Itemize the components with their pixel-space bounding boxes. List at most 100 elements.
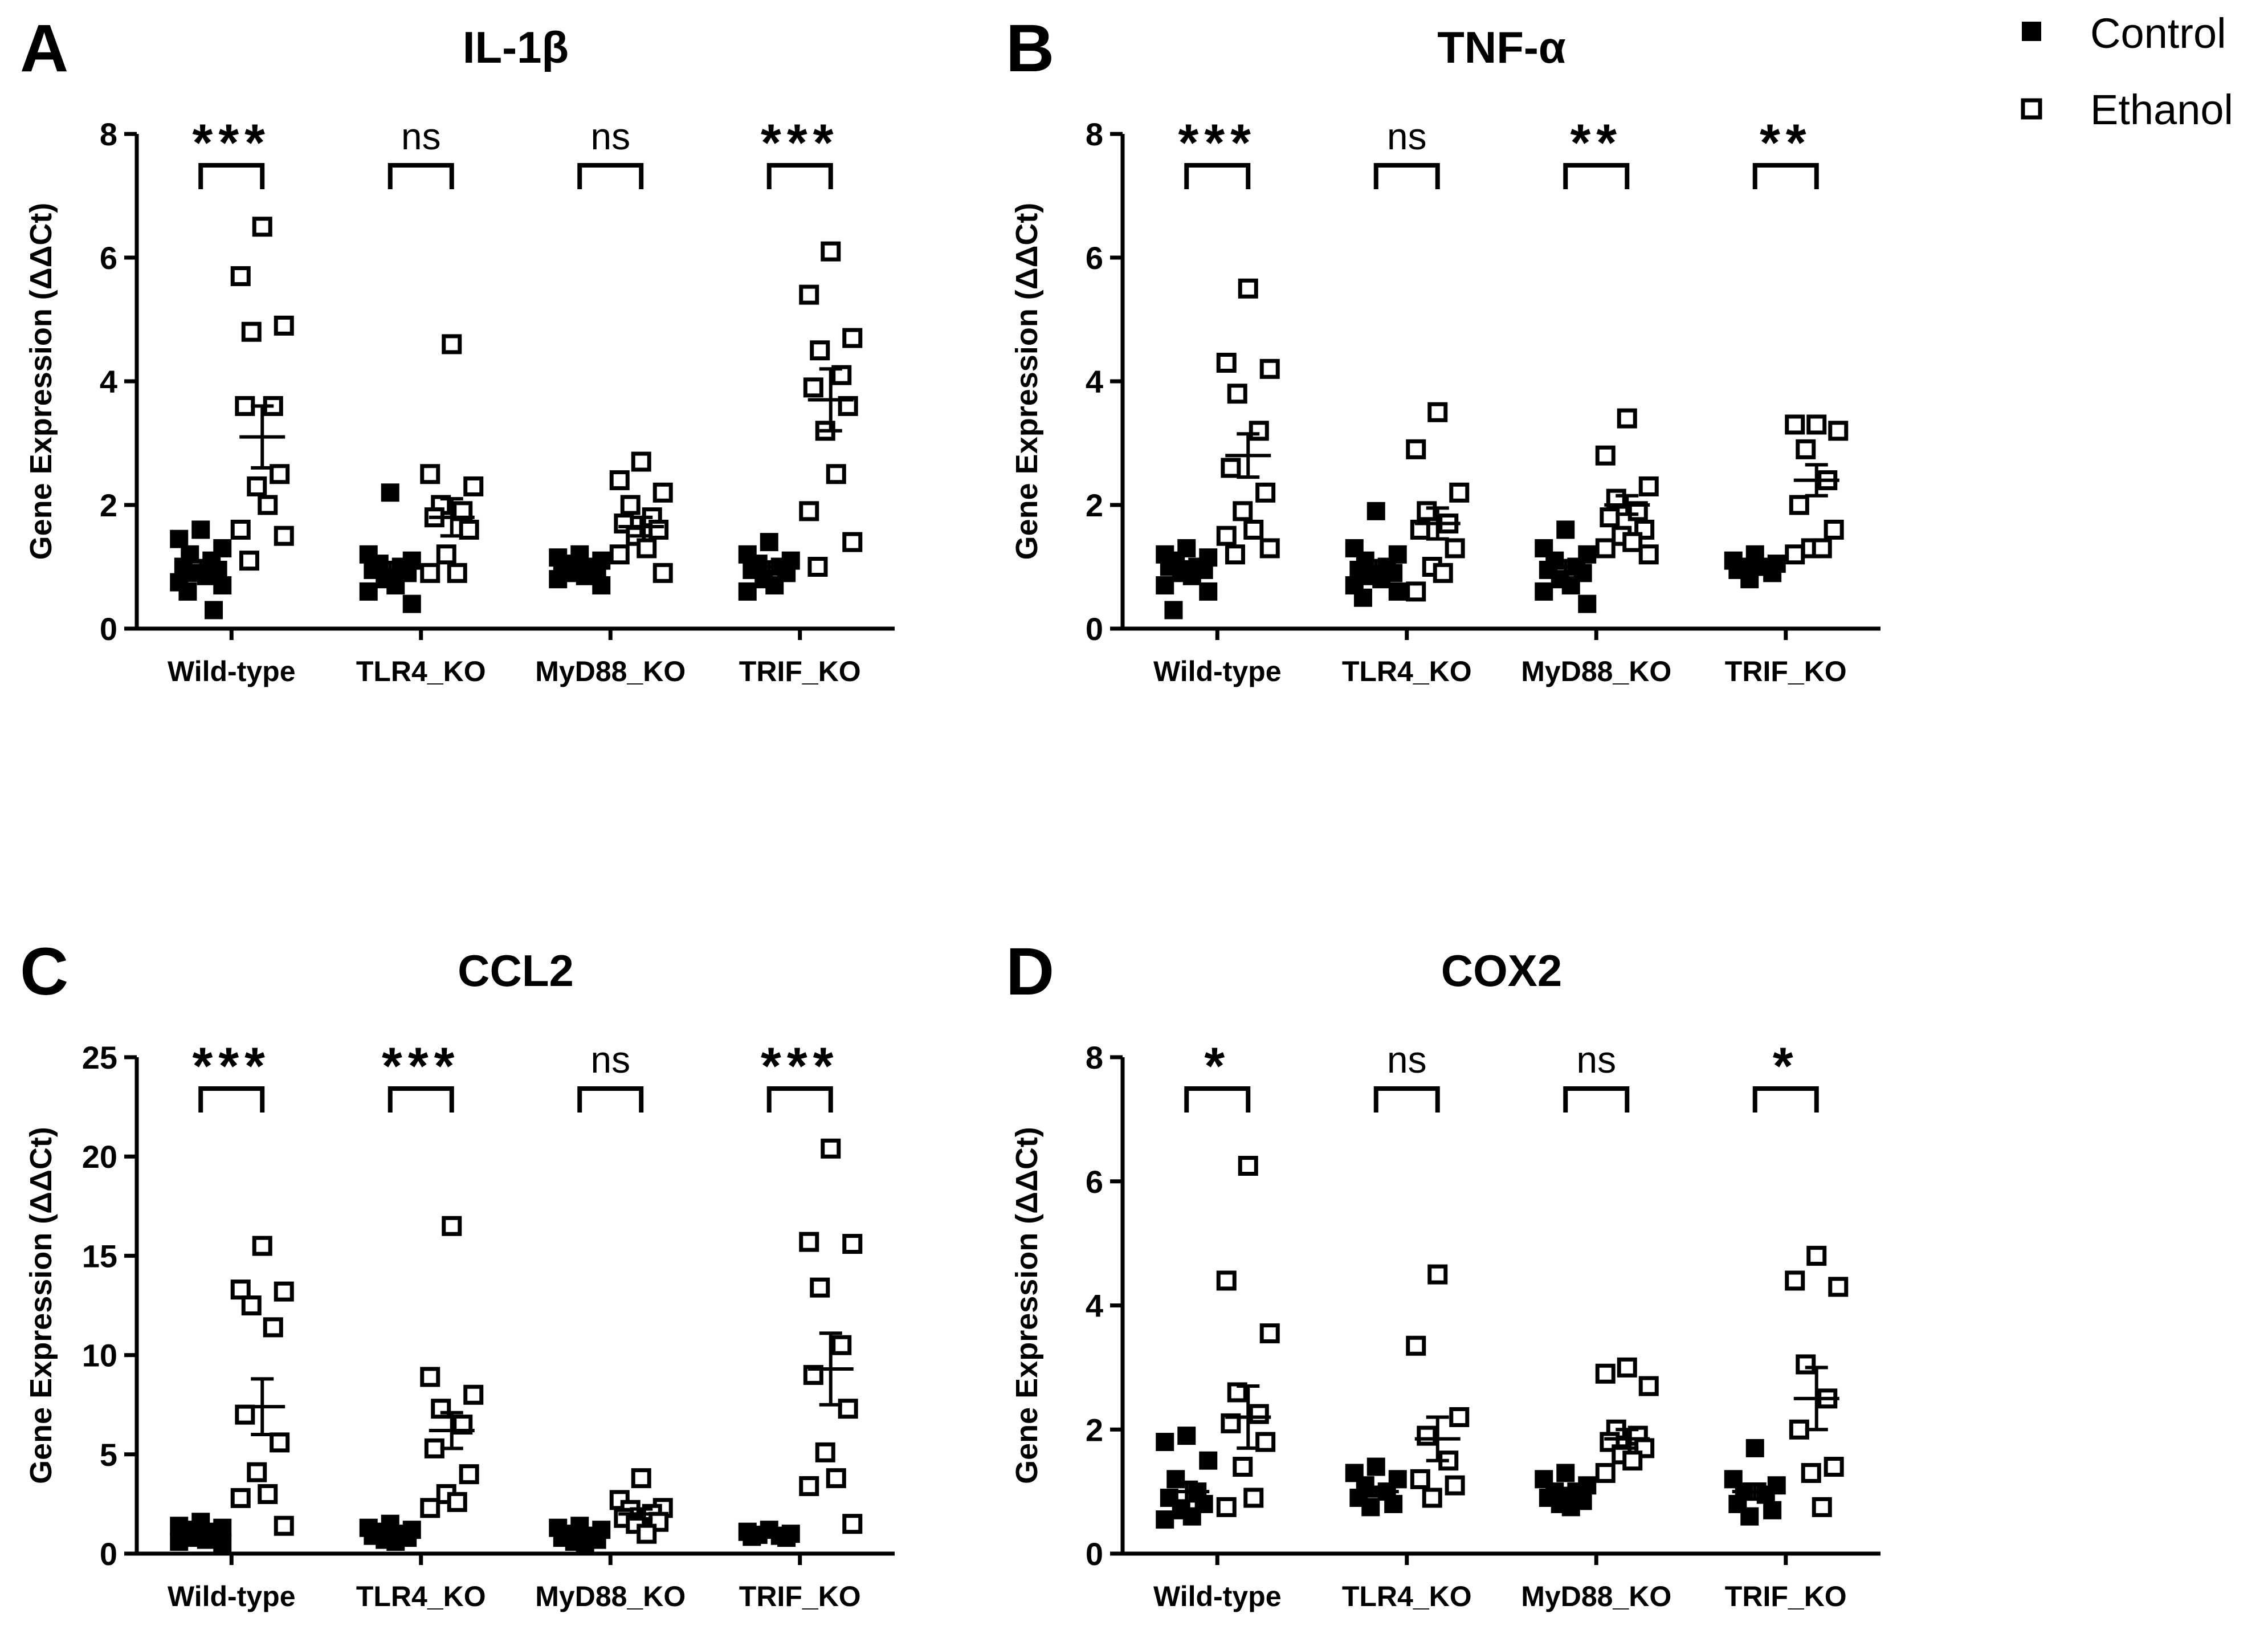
data-point-ethanol — [842, 1233, 863, 1254]
data-point-ethanol — [1259, 1323, 1280, 1343]
x-tick-label: TRIF_KO — [1725, 655, 1847, 687]
x-tick-label: Wild-type — [168, 1580, 296, 1612]
data-point-ethanol — [1806, 1245, 1827, 1266]
data-point-ethanol — [631, 451, 651, 472]
data-point-ethanol — [235, 1404, 255, 1425]
data-point-ethanol — [1828, 421, 1849, 441]
data-point-ethanol — [459, 1464, 479, 1485]
x-tick-label: TRIF_KO — [739, 1580, 861, 1612]
data-point-ethanol — [1600, 507, 1620, 528]
chart-panel-c: C CCL2 0 5 10 15 20 25 Gene Expression (ΔΔCt) Wil… — [20, 934, 895, 1612]
data-point-control — [386, 576, 405, 595]
data-point-ethanol — [1449, 1407, 1470, 1427]
legend: Control Ethanol — [2021, 10, 2233, 133]
significance-bracket — [577, 1086, 644, 1113]
data-point-ethanol — [252, 217, 272, 237]
data-point-control — [738, 582, 757, 601]
data-point-ethanol — [239, 551, 259, 571]
data-point-ethanol — [826, 1468, 846, 1489]
data-point-ethanol — [420, 563, 440, 583]
x-tick-label: MyD88_KO — [535, 655, 686, 687]
data-point-ethanol — [442, 1216, 462, 1236]
data-point-ethanol — [1638, 544, 1659, 565]
y-tick-label: 4 — [1086, 364, 1103, 400]
data-point-ethanol — [1789, 495, 1809, 515]
data-point-control — [1182, 1507, 1201, 1526]
data-point-control — [1756, 1485, 1775, 1504]
significance-label: ns — [1387, 1038, 1427, 1081]
data-point-ethanol — [270, 1432, 290, 1453]
data-point-control — [743, 1527, 761, 1546]
y-tick-label: 8 — [100, 116, 117, 152]
y-tick-label: 6 — [1086, 240, 1103, 276]
significance-bracket — [1752, 1086, 1819, 1113]
data-point-ethanol — [648, 519, 669, 540]
data-point-ethanol — [1406, 439, 1426, 459]
x-tick-label: TRIF_KO — [739, 655, 861, 687]
data-point-ethanol — [1622, 532, 1643, 552]
data-point-ethanol — [1216, 352, 1237, 373]
legend-ethanol-label: Ethanol — [2090, 86, 2233, 133]
data-point-ethanol — [1806, 414, 1827, 435]
data-point-ethanol — [1238, 1156, 1258, 1176]
data-point-ethanol — [842, 1514, 863, 1534]
y-tick-label: 0 — [1086, 1536, 1103, 1572]
panel-letter: D — [1006, 934, 1054, 1009]
y-tick-label: 10 — [82, 1338, 117, 1374]
data-point-control — [1199, 1451, 1218, 1470]
data-point-control — [359, 582, 378, 601]
data-point-ethanol — [1638, 1376, 1659, 1396]
data-point-ethanol — [810, 340, 830, 361]
data-point-ethanol — [842, 328, 863, 348]
data-point-ethanol — [1638, 476, 1659, 496]
data-point-ethanol — [420, 1367, 440, 1387]
data-point-ethanol — [803, 377, 823, 398]
data-point-ethanol — [263, 1317, 283, 1338]
x-tick-label: Wild-type — [168, 655, 296, 687]
data-point-ethanol — [807, 557, 828, 577]
data-point-control — [1199, 582, 1218, 601]
data-point-ethanol — [442, 334, 462, 354]
significance-label: *** — [1178, 114, 1257, 172]
data-point-control — [1177, 1427, 1196, 1445]
data-point-ethanol — [424, 1438, 444, 1458]
data-point-ethanol — [1259, 358, 1280, 379]
data-point-ethanol — [631, 1468, 651, 1489]
data-point-ethanol — [831, 1335, 852, 1355]
y-tick-label: 5 — [100, 1437, 117, 1473]
data-point-control — [213, 576, 232, 595]
significance-bracket — [577, 163, 644, 189]
x-tick-label: TLR4_KO — [356, 1580, 486, 1612]
data-point-ethanol — [459, 519, 479, 540]
significance-bracket — [198, 1086, 265, 1113]
data-point-control — [1156, 1433, 1174, 1452]
y-tick-label: 4 — [100, 364, 117, 400]
data-point-ethanol — [230, 519, 251, 540]
significance-label: ** — [1760, 114, 1812, 172]
data-point-ethanol — [1622, 1450, 1643, 1471]
significance-label: ns — [401, 115, 441, 157]
data-point-control — [1535, 582, 1553, 601]
significance-bracket — [1184, 1086, 1251, 1113]
data-point-ethanol — [241, 321, 262, 342]
y-tick-label: 0 — [100, 1536, 117, 1572]
data-point-ethanol — [810, 1277, 830, 1298]
significance-label: ns — [590, 1038, 630, 1081]
data-point-ethanol — [1238, 278, 1258, 299]
data-point-ethanol — [1233, 501, 1253, 521]
significance-bracket — [1563, 1086, 1630, 1113]
x-tick-label: Wild-type — [1153, 655, 1282, 687]
data-point-ethanol — [463, 476, 484, 496]
y-tick-label: 6 — [100, 240, 117, 276]
significance-bracket — [1373, 163, 1440, 189]
data-point-control — [1384, 1494, 1403, 1513]
data-point-ethanol — [1824, 519, 1844, 540]
y-axis-label: Gene Expression (ΔΔCt) — [1010, 1127, 1044, 1484]
chart-panels: A IL-1β 0 2 4 6 8 Gene Expression (ΔΔCt) Wild-ty… — [20, 11, 1881, 1612]
data-point-ethanol — [1445, 538, 1465, 559]
data-point-control — [1740, 1507, 1759, 1526]
data-point-ethanol — [609, 544, 630, 565]
data-point-control — [1353, 588, 1372, 607]
significance-bracket — [766, 163, 833, 189]
data-point-control — [170, 529, 189, 548]
